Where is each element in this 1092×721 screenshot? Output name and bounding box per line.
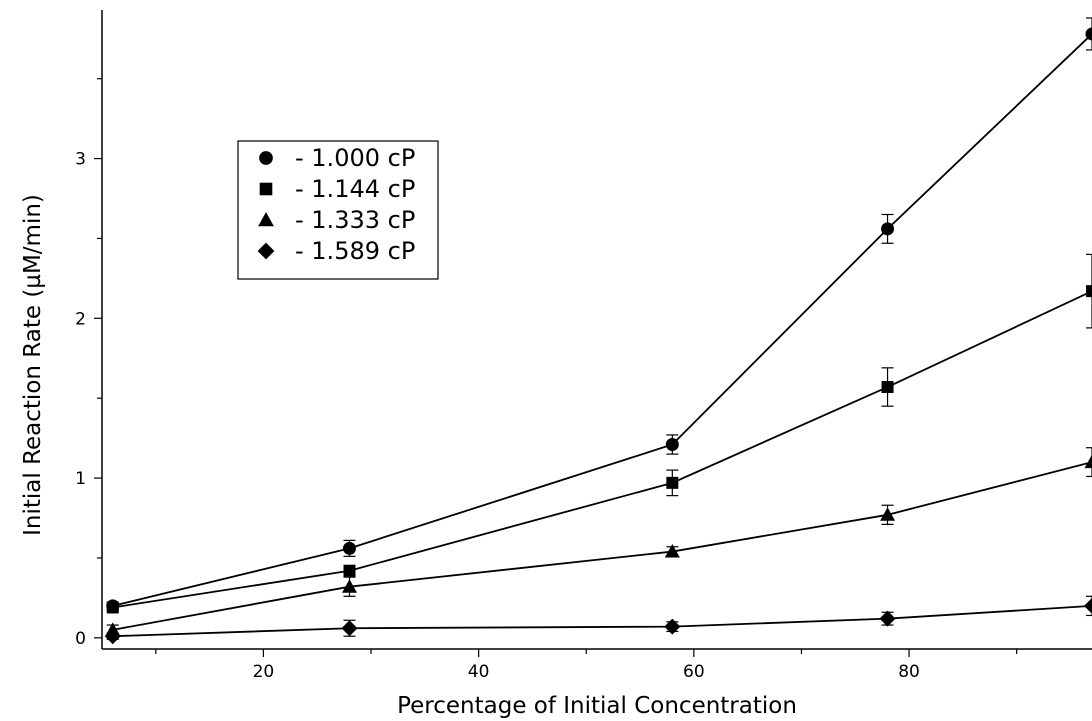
data-point	[879, 610, 896, 627]
data-point	[341, 620, 358, 637]
data-point	[1085, 27, 1092, 41]
legend-label: - 1.589 cP	[295, 237, 415, 265]
data-point	[106, 601, 119, 614]
data-point	[881, 222, 895, 236]
legend-label: - 1.000 cP	[295, 144, 415, 172]
series-line	[112, 604, 1092, 638]
data-point	[881, 381, 894, 394]
legend-square-icon	[259, 182, 273, 196]
data-point	[1084, 454, 1092, 469]
series-3	[105, 447, 1092, 636]
data-point	[664, 544, 680, 558]
data-point	[342, 579, 357, 593]
legend-diamond-icon	[257, 242, 275, 260]
x-tick-label: 20	[253, 662, 275, 682]
data-point	[664, 618, 681, 635]
legend-label: - 1.333 cP	[295, 206, 415, 234]
y-tick-label: 1	[75, 469, 86, 489]
data-point	[666, 476, 679, 489]
legend: - 1.000 cP - 1.144 cP - 1.333 cP - 1.589 cP	[237, 140, 439, 280]
legend-label: - 1.144 cP	[295, 175, 415, 203]
axes: 20 40 60 80 0 1 2 3	[75, 10, 1092, 682]
data-point	[880, 507, 896, 521]
x-axis-title: Percentage of Initial Concentration	[397, 693, 797, 719]
x-tick-label: 40	[468, 662, 490, 682]
y-tick-label: 3	[75, 150, 86, 170]
series-2	[106, 253, 1092, 614]
y-tick-label: 2	[75, 309, 86, 329]
series-4	[104, 595, 1092, 645]
data-point	[665, 438, 679, 452]
data-point	[343, 564, 356, 577]
y-axis-title: Initial Reaction Rate (µM/min)	[20, 194, 46, 536]
y-tick-label: 0	[75, 629, 86, 649]
series-1	[106, 17, 1092, 613]
series-layer	[104, 17, 1092, 645]
series-line	[112, 33, 1092, 607]
data-point	[104, 628, 121, 645]
legend-triangle-icon	[258, 212, 274, 227]
series-line	[112, 461, 1092, 631]
legend-box	[237, 140, 439, 280]
x-tick-label: 60	[683, 662, 705, 682]
data-point	[343, 541, 356, 555]
x-tick-label: 80	[898, 662, 920, 682]
data-point	[1086, 285, 1092, 298]
data-point	[1084, 597, 1092, 614]
legend-circle-icon	[259, 151, 273, 165]
